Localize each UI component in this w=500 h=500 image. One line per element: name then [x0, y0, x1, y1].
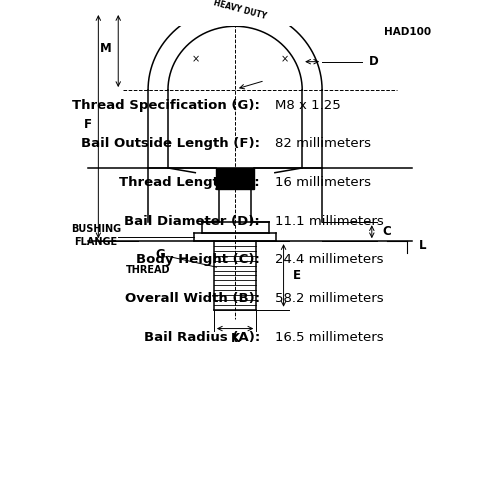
Text: 82 millimeters: 82 millimeters — [275, 138, 371, 150]
Text: D: D — [370, 55, 379, 68]
Text: Bail Radius (A):: Bail Radius (A): — [144, 331, 260, 344]
Text: C: C — [383, 225, 392, 238]
Text: 24.4 millimeters: 24.4 millimeters — [275, 254, 384, 266]
Text: Bail Outside Length (F):: Bail Outside Length (F): — [81, 138, 260, 150]
Text: HEAVY DUTY: HEAVY DUTY — [212, 0, 268, 21]
Text: 16 millimeters: 16 millimeters — [275, 176, 371, 189]
Text: THREAD: THREAD — [126, 266, 170, 276]
Text: Thread Length (E):: Thread Length (E): — [120, 176, 260, 189]
Text: Overall Width (B):: Overall Width (B): — [125, 292, 260, 305]
Text: Body Height (C):: Body Height (C): — [136, 254, 260, 266]
Text: BUSHING: BUSHING — [71, 224, 121, 234]
Text: K: K — [230, 332, 239, 344]
Text: 58.2 millimeters: 58.2 millimeters — [275, 292, 384, 305]
Text: F: F — [84, 118, 92, 131]
Text: ×: × — [280, 54, 289, 64]
Text: M: M — [100, 42, 112, 55]
Text: FLANGE: FLANGE — [74, 237, 118, 247]
Text: HAD100: HAD100 — [384, 27, 432, 37]
Text: E: E — [292, 269, 300, 282]
Text: Thread Specification (G):: Thread Specification (G): — [72, 98, 260, 112]
Text: 16.5 millimeters: 16.5 millimeters — [275, 331, 384, 344]
Text: ×: × — [191, 54, 200, 64]
Text: M8 x 1.25: M8 x 1.25 — [275, 98, 340, 112]
Text: 11.1 millimeters: 11.1 millimeters — [275, 214, 384, 228]
Polygon shape — [216, 168, 254, 189]
Text: G: G — [156, 248, 166, 261]
Text: L: L — [419, 240, 426, 252]
Text: Bail Diameter (D):: Bail Diameter (D): — [124, 214, 260, 228]
